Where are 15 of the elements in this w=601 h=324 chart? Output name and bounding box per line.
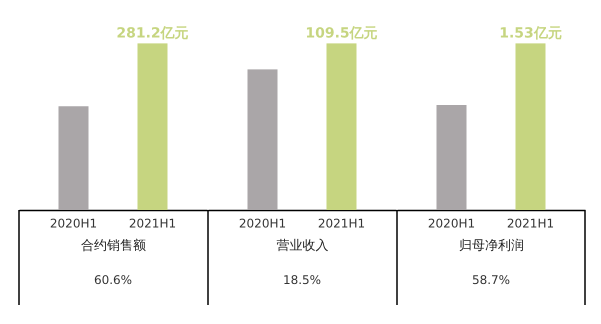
x-axis-title: 归母净利润 [459,238,524,254]
x-axis-title: 营业收入 [276,238,328,254]
x-axis-title: 合约销售额 [81,238,146,254]
x-tick-label: 2021H1 [318,216,366,230]
x-tick-label: 2020H1 [428,216,476,230]
data-label: 109.5亿元 [305,25,378,42]
text: 18.5% [282,273,322,287]
data-label: 1.53亿元 [499,25,562,42]
x-tick-label: 2020H1 [238,216,286,230]
data-label: 281.2亿元 [116,25,189,42]
x-tick-label: 2020H1 [50,216,98,230]
x-tick-label: 2021H1 [506,216,554,230]
x-tick-label: 2021H1 [128,216,176,230]
text: 60.6% [94,273,132,287]
text: 58.7% [472,273,510,287]
